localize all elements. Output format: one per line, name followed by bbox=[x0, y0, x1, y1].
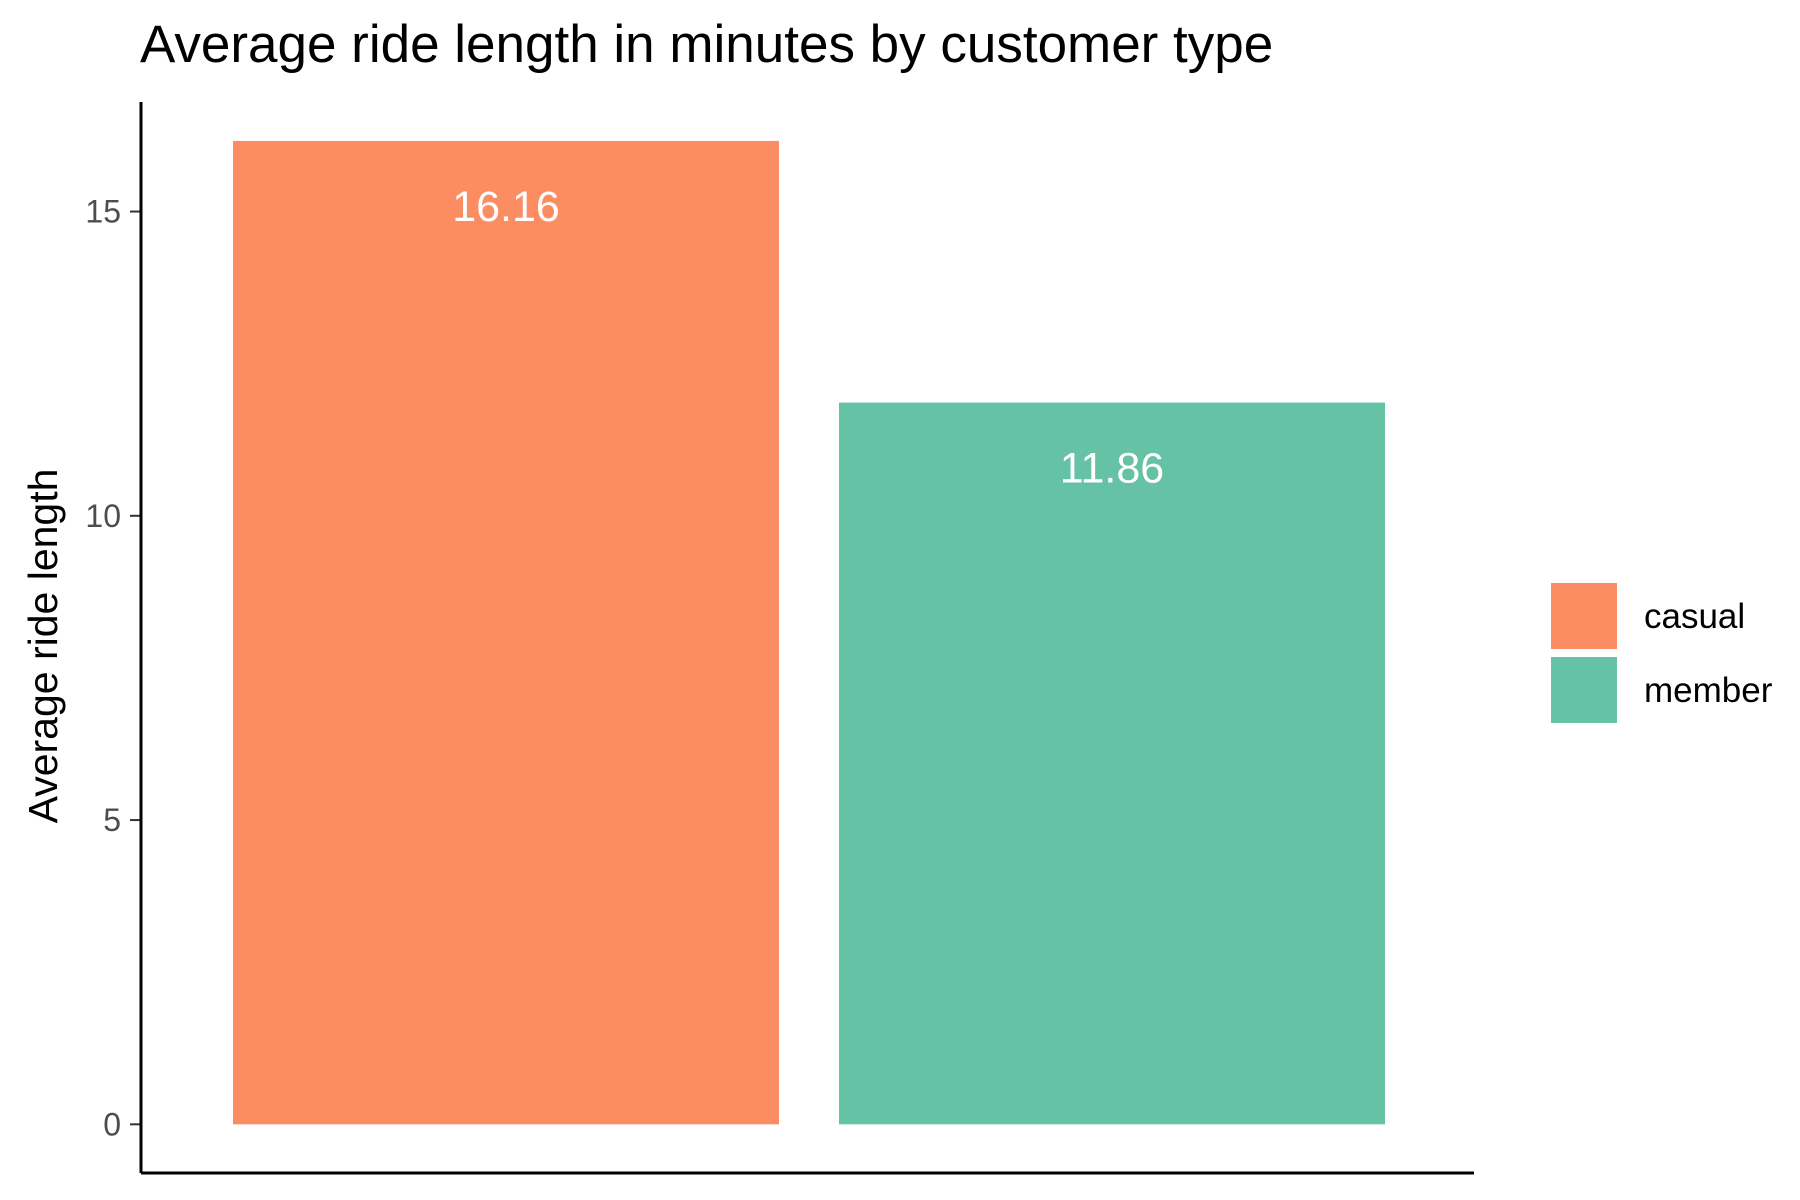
bar-casual bbox=[233, 140, 779, 1125]
y-axis-title: Average ride length bbox=[20, 469, 66, 824]
y-tick-label-5: 5 bbox=[103, 802, 121, 838]
value-labels-layer: 16.16 11.86 bbox=[452, 183, 1164, 493]
legend: casual member bbox=[1551, 583, 1773, 723]
y-axis-ticks: 0 5 10 15 bbox=[85, 194, 141, 1142]
value-label-casual: 16.16 bbox=[452, 183, 560, 231]
bars-layer bbox=[233, 140, 1385, 1125]
legend-label-casual: casual bbox=[1644, 597, 1745, 636]
legend-key-casual bbox=[1551, 583, 1617, 649]
y-tick-label-15: 15 bbox=[85, 194, 121, 230]
legend-key-member bbox=[1551, 657, 1617, 723]
value-label-member: 11.86 bbox=[1060, 445, 1164, 493]
y-tick-label-10: 10 bbox=[85, 498, 121, 534]
y-tick-label-0: 0 bbox=[103, 1106, 121, 1142]
chart-title: Average ride length in minutes by custom… bbox=[140, 15, 1273, 74]
bar-member bbox=[839, 402, 1385, 1125]
legend-label-member: member bbox=[1644, 671, 1773, 710]
